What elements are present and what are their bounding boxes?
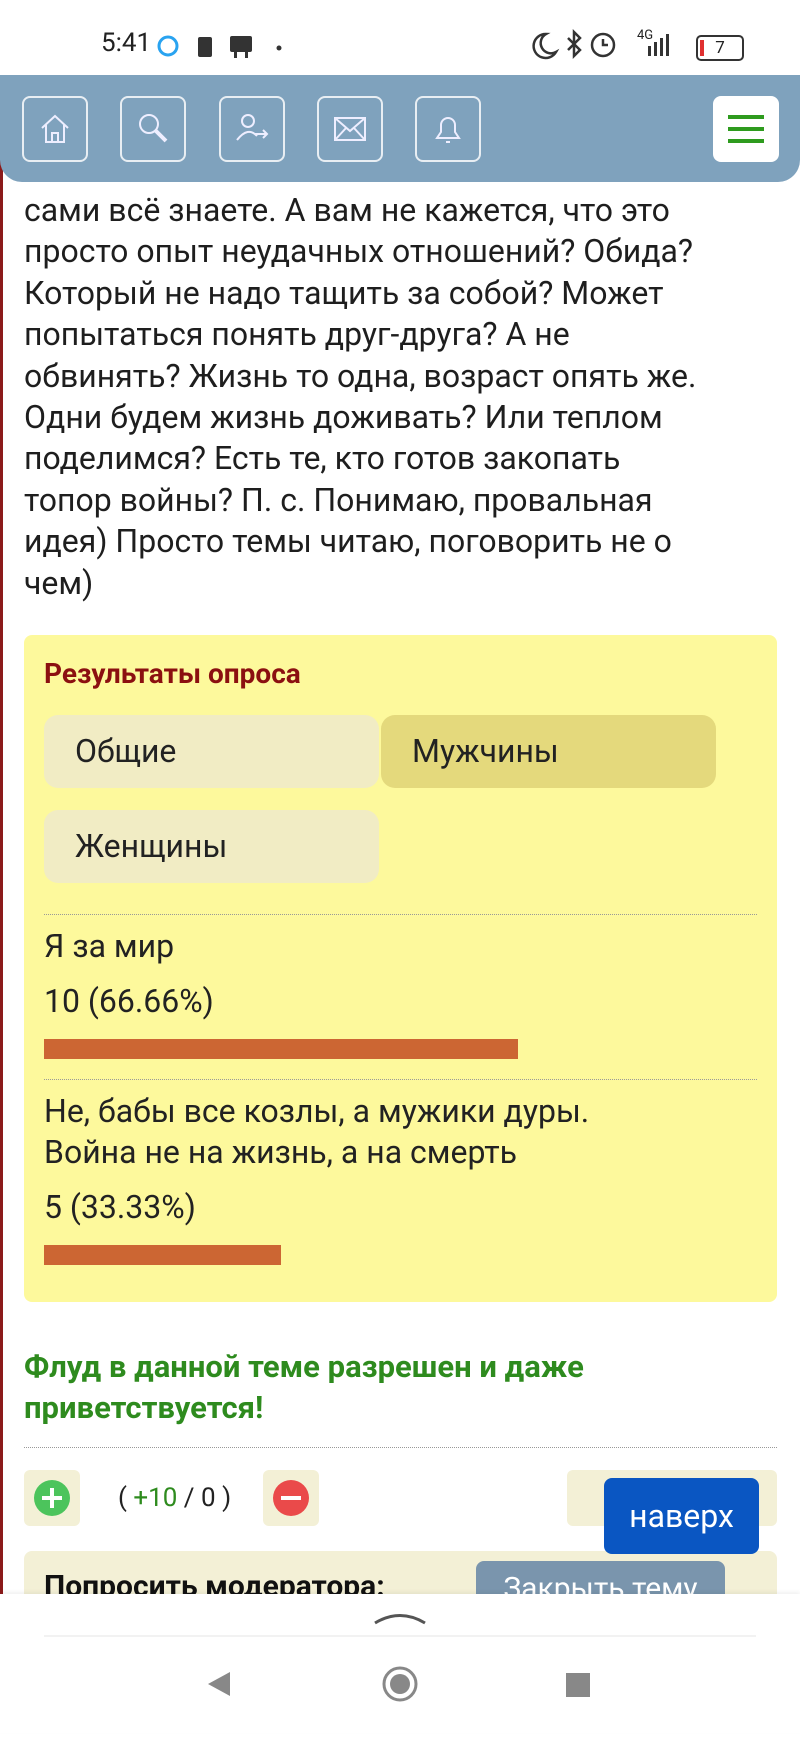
post-line: топор войны? П. с. Понимаю, провальная bbox=[24, 480, 653, 519]
post-line: Который не надо тащить за собой? Может bbox=[24, 273, 664, 312]
rating-sep: / bbox=[183, 1483, 195, 1513]
post-line: идея) Просто темы читаю, поговорить не о bbox=[24, 522, 672, 561]
home-icon bbox=[41, 114, 69, 143]
status-icons bbox=[157, 35, 282, 58]
mail-button[interactable] bbox=[317, 96, 383, 162]
rating-close: ) bbox=[222, 1483, 232, 1513]
menu-icon bbox=[728, 115, 764, 143]
post-line: сами всё знаете. А вам не кажется, что э… bbox=[24, 191, 670, 229]
login-icon bbox=[236, 114, 269, 141]
poll-title: Результаты опроса bbox=[44, 657, 301, 690]
bell-button[interactable] bbox=[415, 96, 481, 162]
result-bar bbox=[44, 1039, 518, 1059]
battery-level bbox=[700, 40, 704, 56]
status-icons-right bbox=[532, 28, 669, 60]
divider bbox=[24, 1447, 777, 1448]
menu-button[interactable] bbox=[713, 96, 779, 162]
rating-open: ( bbox=[118, 1483, 127, 1513]
rating-minus: 0 bbox=[200, 1483, 216, 1513]
poll-tab[interactable]: Общие bbox=[44, 715, 379, 788]
poll-results: Результаты опроса Общие Мужчины Женщины Я з… bbox=[24, 635, 777, 1302]
option-text: Я за мир bbox=[44, 927, 175, 965]
battery: 7 bbox=[696, 35, 744, 61]
post-line: просто опыт неудачных отношений? Обида? bbox=[24, 232, 694, 271]
home-button[interactable] bbox=[22, 96, 88, 162]
scroll-top-button[interactable]: наверх bbox=[604, 1478, 759, 1554]
post-line: поделимся? Есть те, кто готов закопать bbox=[24, 439, 621, 478]
battery-label: 7 bbox=[715, 38, 725, 58]
minus-icon bbox=[273, 1480, 309, 1516]
search-button[interactable] bbox=[120, 96, 186, 162]
network-label: 4G bbox=[637, 28, 654, 43]
poll-tab[interactable]: Мужчины bbox=[381, 715, 716, 788]
mail-icon bbox=[334, 117, 366, 141]
clock: 5:41 bbox=[101, 28, 152, 58]
post-line: обвинять? Жизнь то одна, возраст опять ж… bbox=[24, 356, 697, 395]
search-icon bbox=[139, 114, 168, 143]
post-line: Одни будем жизнь доживать? Или теплом bbox=[24, 398, 663, 437]
system-nav bbox=[0, 1594, 800, 1733]
rating-plus: +10 bbox=[133, 1483, 178, 1513]
poll-tab[interactable]: Женщины bbox=[44, 810, 379, 883]
option-text: Не, бабы все козлы, а мужики дуры. bbox=[44, 1092, 590, 1130]
notice-line: Флуд в данной теме разрешен и даже bbox=[24, 1348, 584, 1385]
rating: ( +10 / 0 ) bbox=[118, 1478, 231, 1518]
separator bbox=[44, 1079, 757, 1080]
post-text: сами всё знаете. А вам не кажется, что э… bbox=[24, 190, 696, 604]
login-button[interactable] bbox=[219, 96, 285, 162]
page-border bbox=[0, 75, 3, 1595]
option-count: 5 (33.33%) bbox=[44, 1188, 196, 1226]
bell-icon bbox=[435, 117, 461, 143]
system-nav-icons bbox=[44, 1614, 756, 1702]
plus-button[interactable] bbox=[24, 1470, 80, 1526]
status-bar: 5:41 4G 7 bbox=[0, 0, 800, 75]
nav-bar bbox=[0, 75, 800, 182]
notice: Флуд в данной теме разрешен и даже привет… bbox=[24, 1346, 584, 1428]
result-bar bbox=[44, 1245, 281, 1265]
notice-line: приветствуется! bbox=[24, 1389, 264, 1426]
minus-button[interactable] bbox=[263, 1470, 319, 1526]
plus-icon bbox=[34, 1480, 70, 1516]
separator bbox=[44, 914, 757, 915]
option-count: 10 (66.66%) bbox=[44, 982, 214, 1020]
post-line: попытаться понять друг-друга? А не bbox=[24, 315, 570, 354]
post-line: чем) bbox=[24, 563, 94, 602]
option-text: Война не на жизнь, а на смерть bbox=[44, 1133, 517, 1171]
